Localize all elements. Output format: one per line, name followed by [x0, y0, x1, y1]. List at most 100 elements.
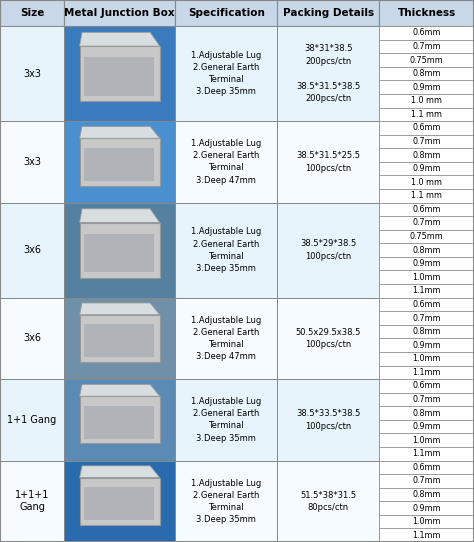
- Bar: [64, 0, 175, 26]
- Bar: [379, 461, 474, 474]
- Text: Thickness: Thickness: [398, 8, 456, 18]
- Text: 0.9mm: 0.9mm: [412, 83, 441, 92]
- Bar: [379, 135, 474, 149]
- Text: 0.9mm: 0.9mm: [412, 164, 441, 173]
- Text: 0.8mm: 0.8mm: [412, 69, 441, 78]
- Bar: [277, 121, 379, 203]
- Text: 1.Adjustable Lug
2.General Earth
Terminal
3.Deep 35mm: 1.Adjustable Lug 2.General Earth Termina…: [191, 228, 262, 273]
- Text: 0.7mm: 0.7mm: [412, 137, 441, 146]
- Text: 3x3: 3x3: [23, 69, 41, 79]
- Text: 1.0mm: 1.0mm: [412, 436, 441, 444]
- Polygon shape: [80, 384, 160, 396]
- Text: 0.7mm: 0.7mm: [412, 313, 441, 322]
- Bar: [277, 26, 379, 121]
- Polygon shape: [80, 209, 160, 223]
- Bar: [379, 189, 474, 203]
- Bar: [0, 379, 64, 461]
- Bar: [83, 487, 154, 520]
- Bar: [379, 121, 474, 135]
- Bar: [64, 121, 175, 203]
- Bar: [83, 57, 154, 96]
- Polygon shape: [80, 303, 160, 315]
- Bar: [379, 420, 474, 434]
- Text: 1.1mm: 1.1mm: [412, 286, 441, 295]
- Bar: [0, 0, 64, 26]
- Bar: [379, 515, 474, 528]
- Text: 0.6mm: 0.6mm: [412, 205, 441, 214]
- Text: 0.6mm: 0.6mm: [412, 463, 441, 472]
- Text: 38.5*31.5*25.5
100pcs/ctn: 38.5*31.5*25.5 100pcs/ctn: [296, 151, 360, 173]
- Text: Specification: Specification: [188, 8, 265, 18]
- Text: 0.6mm: 0.6mm: [412, 300, 441, 309]
- Bar: [379, 216, 474, 230]
- Bar: [0, 121, 64, 203]
- Text: 0.75mm: 0.75mm: [410, 56, 444, 64]
- Bar: [0, 298, 64, 379]
- Text: 0.9mm: 0.9mm: [412, 504, 441, 513]
- Text: 1.1mm: 1.1mm: [412, 449, 441, 459]
- Bar: [80, 138, 160, 185]
- Bar: [379, 270, 474, 284]
- Text: 1.1 mm: 1.1 mm: [411, 191, 442, 201]
- Bar: [379, 501, 474, 515]
- Bar: [175, 26, 277, 121]
- Polygon shape: [80, 33, 160, 46]
- Bar: [64, 379, 175, 461]
- Bar: [83, 148, 154, 181]
- Bar: [83, 405, 154, 438]
- Text: 0.8mm: 0.8mm: [412, 151, 441, 159]
- Text: 3x6: 3x6: [23, 333, 41, 344]
- Bar: [379, 284, 474, 298]
- Bar: [379, 243, 474, 257]
- Text: 1.1mm: 1.1mm: [412, 368, 441, 377]
- Bar: [379, 0, 474, 26]
- Bar: [0, 26, 64, 121]
- Bar: [175, 298, 277, 379]
- Text: 3x3: 3x3: [23, 157, 41, 167]
- Text: 0.7mm: 0.7mm: [412, 218, 441, 228]
- Bar: [277, 379, 379, 461]
- Bar: [64, 203, 175, 298]
- Bar: [277, 298, 379, 379]
- Text: 0.8mm: 0.8mm: [412, 409, 441, 417]
- Text: 0.6mm: 0.6mm: [412, 382, 441, 390]
- Text: 1.Adjustable Lug
2.General Earth
Terminal
3.Deep 47mm: 1.Adjustable Lug 2.General Earth Termina…: [191, 139, 262, 185]
- Text: 0.9mm: 0.9mm: [412, 341, 441, 350]
- Text: 0.7mm: 0.7mm: [412, 395, 441, 404]
- Bar: [83, 234, 154, 272]
- Text: 50.5x29.5x38.5
100pcs/ctn: 50.5x29.5x38.5 100pcs/ctn: [296, 327, 361, 349]
- Bar: [379, 80, 474, 94]
- Bar: [379, 26, 474, 40]
- Bar: [379, 352, 474, 365]
- Text: 1.Adjustable Lug
2.General Earth
Terminal
3.Deep 35mm: 1.Adjustable Lug 2.General Earth Termina…: [191, 479, 262, 524]
- Bar: [379, 230, 474, 243]
- Text: 0.9mm: 0.9mm: [412, 259, 441, 268]
- Bar: [277, 0, 379, 26]
- Text: 1.1mm: 1.1mm: [412, 531, 441, 540]
- Bar: [64, 461, 175, 542]
- Bar: [379, 474, 474, 488]
- Text: 0.8mm: 0.8mm: [412, 490, 441, 499]
- Bar: [379, 298, 474, 311]
- Text: 1.Adjustable Lug
2.General Earth
Terminal
3.Deep 35mm: 1.Adjustable Lug 2.General Earth Termina…: [191, 397, 262, 443]
- Bar: [379, 406, 474, 420]
- Bar: [379, 162, 474, 176]
- Bar: [277, 461, 379, 542]
- Bar: [0, 461, 64, 542]
- Bar: [379, 149, 474, 162]
- Text: 1.0mm: 1.0mm: [412, 354, 441, 363]
- Bar: [379, 67, 474, 80]
- Bar: [175, 379, 277, 461]
- Text: 0.8mm: 0.8mm: [412, 246, 441, 255]
- Text: 0.9mm: 0.9mm: [412, 422, 441, 431]
- Bar: [379, 365, 474, 379]
- Text: 0.6mm: 0.6mm: [412, 124, 441, 132]
- Text: 38*31*38.5
200pcs/ctn

38.5*31.5*38.5
200pcs/ctn: 38*31*38.5 200pcs/ctn 38.5*31.5*38.5 200…: [296, 44, 360, 103]
- Text: 0.6mm: 0.6mm: [412, 28, 441, 37]
- Text: 3x6: 3x6: [23, 245, 41, 255]
- Text: 1.Adjustable Lug
2.General Earth
Terminal
3.Deep 35mm: 1.Adjustable Lug 2.General Earth Termina…: [191, 51, 262, 96]
- Text: 1.0 mm: 1.0 mm: [411, 96, 442, 105]
- Bar: [379, 392, 474, 406]
- Polygon shape: [80, 126, 160, 138]
- Bar: [80, 315, 160, 362]
